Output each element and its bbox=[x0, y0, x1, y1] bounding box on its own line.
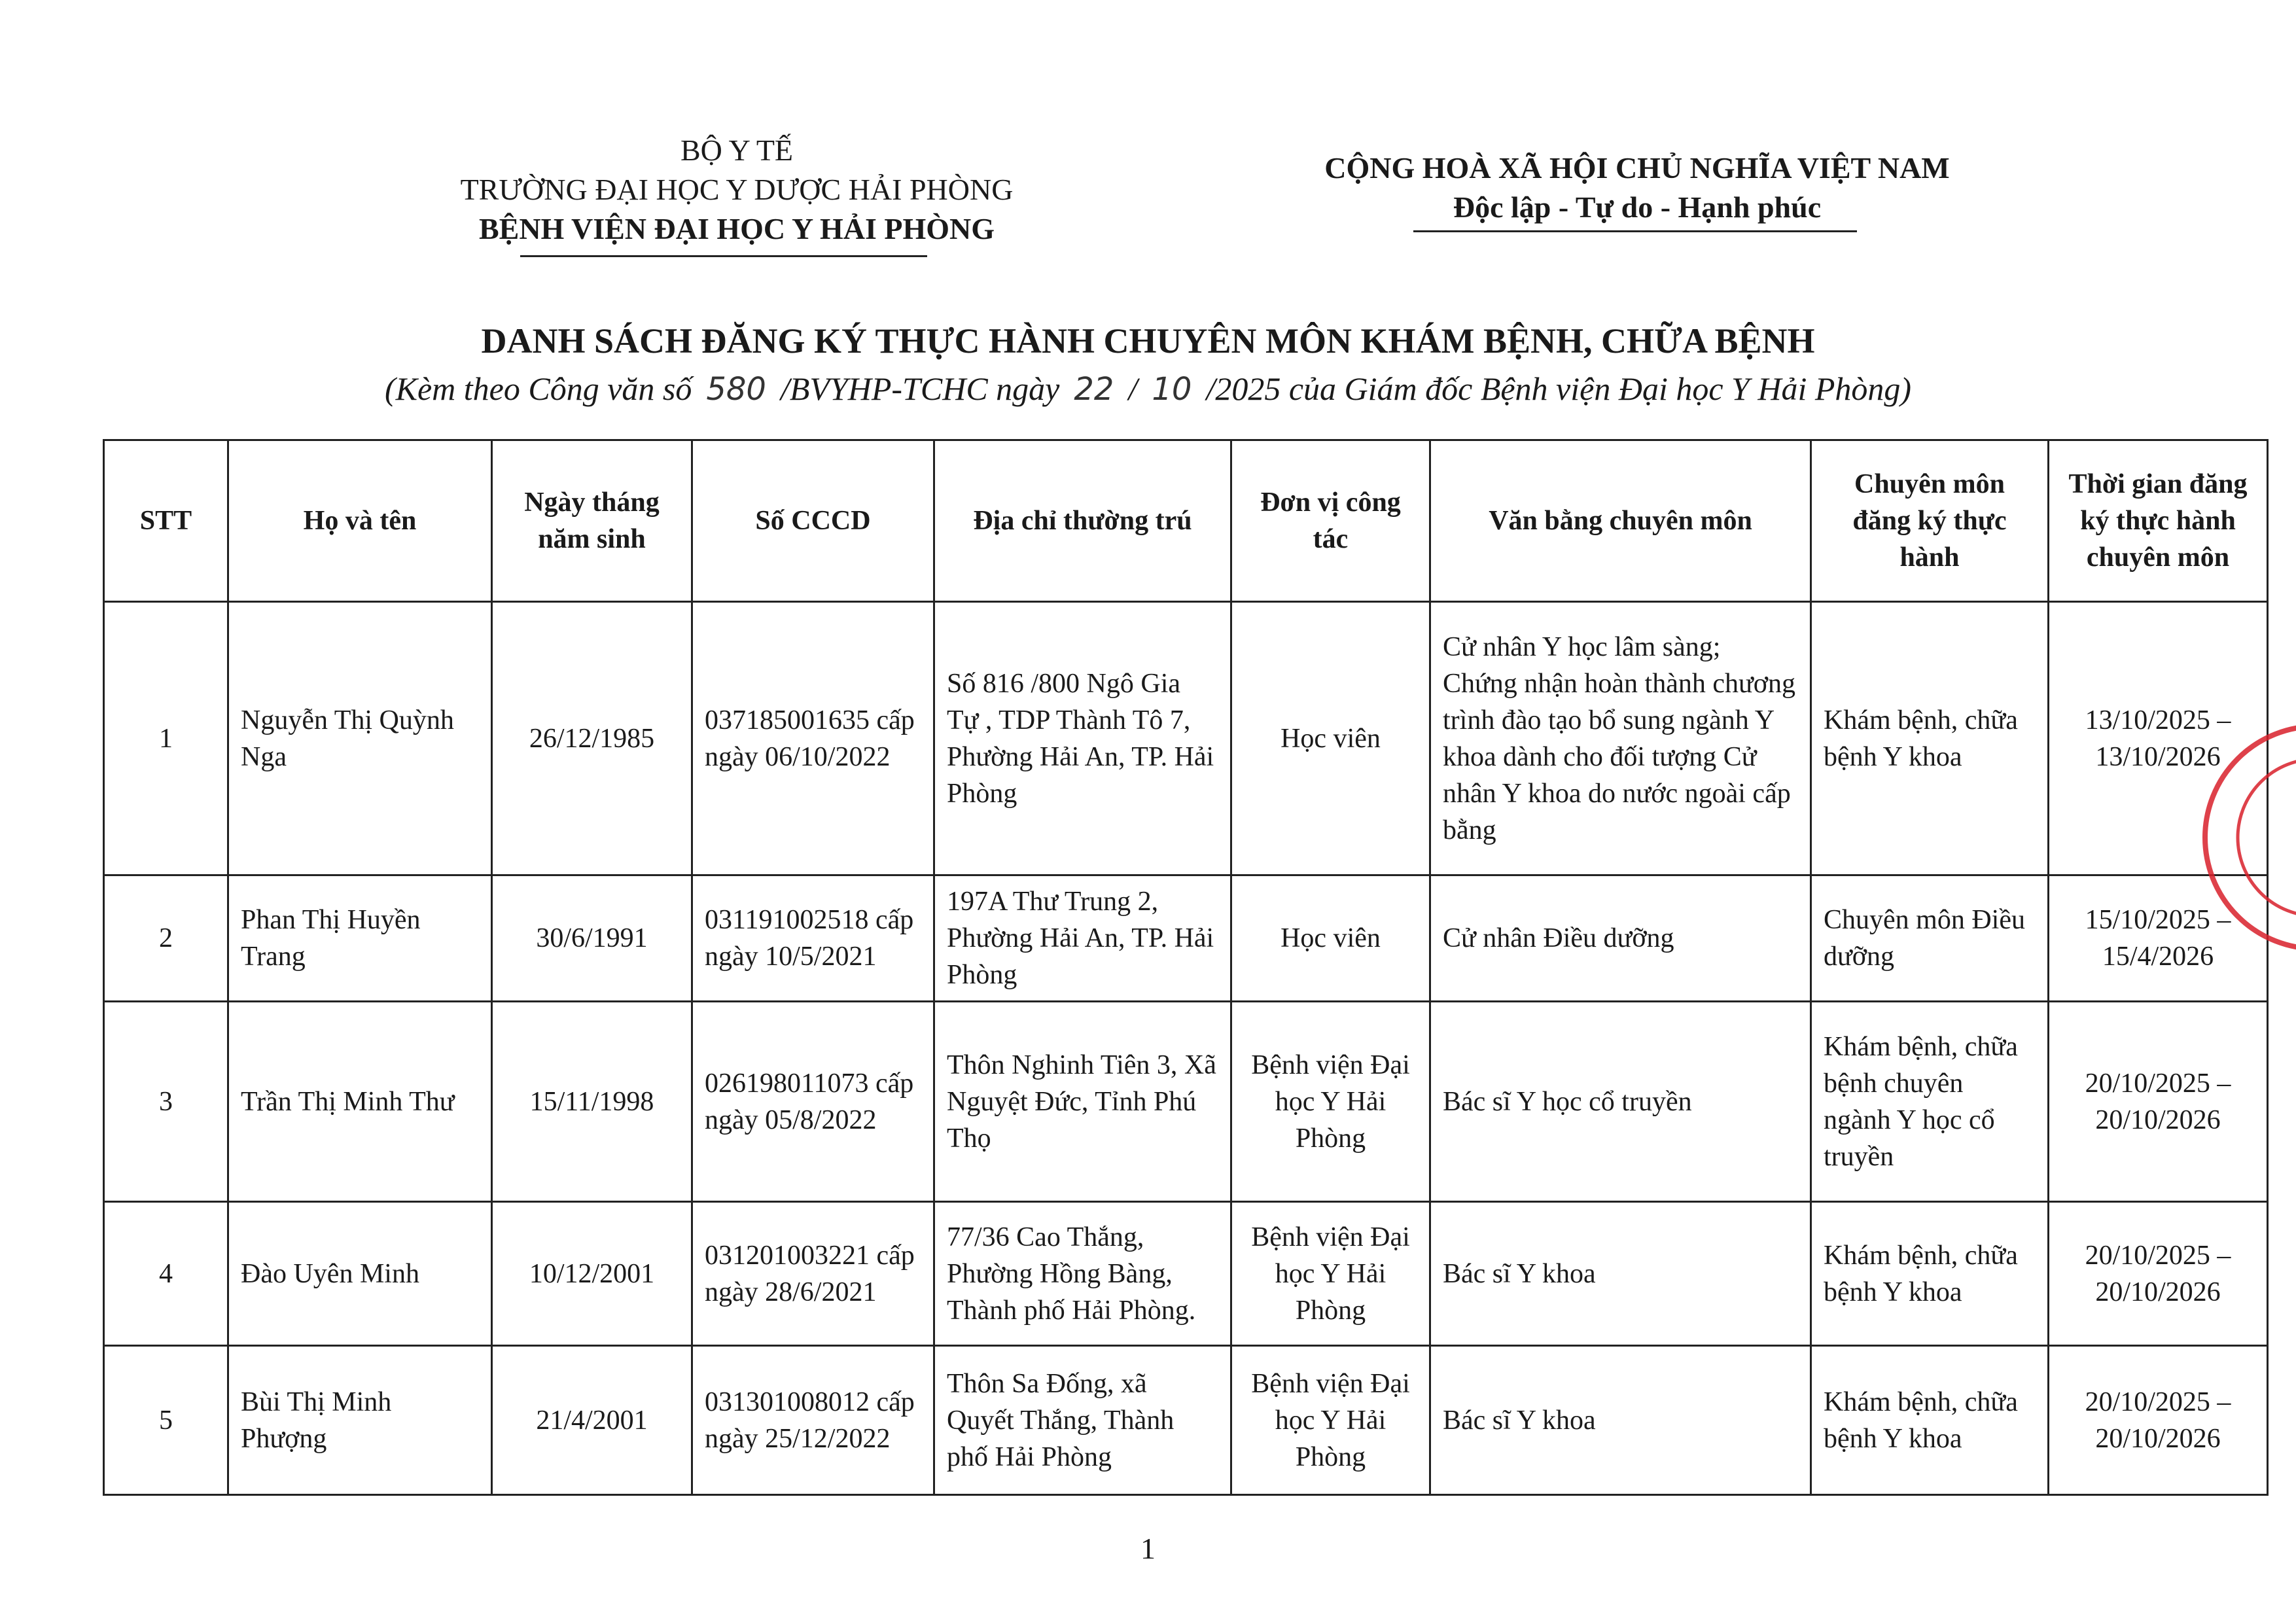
column-header: Thời gian đăng ký thực hành chuyên môn bbox=[2047, 439, 2269, 603]
table-cell: Cử nhân Y học lâm sàng; Chứng nhận hoàn … bbox=[1429, 601, 1812, 876]
table-cell: Trần Thị Minh Thư bbox=[227, 1000, 493, 1203]
table-cell: Học viên bbox=[1230, 601, 1431, 876]
table-cell: Bệnh viện Đại học Y Hải Phòng bbox=[1230, 1000, 1431, 1203]
table-cell: Bùi Thị Minh Phượng bbox=[227, 1345, 493, 1496]
table-cell: 15/10/2025 – 15/4/2026 bbox=[2047, 874, 2269, 1002]
subtitle-text: (Kèm theo Công văn số bbox=[384, 370, 692, 407]
table-cell: Nguyễn Thị Quỳnh Nga bbox=[227, 601, 493, 876]
column-header: Đơn vị công tác bbox=[1230, 439, 1431, 603]
table-row: 2 Phan Thị Huyền Trang 30/6/1991 0311910025… bbox=[103, 874, 2269, 1002]
handwritten-month: 10 bbox=[1152, 371, 1192, 408]
table-cell: 037185001635 cấp ngày 06/10/2022 bbox=[691, 601, 935, 876]
table-cell: Bác sĩ Y khoa bbox=[1429, 1201, 1812, 1347]
table-cell: Học viên bbox=[1230, 874, 1431, 1002]
table-cell: 1 bbox=[103, 601, 229, 876]
table-cell: 26/12/1985 bbox=[491, 601, 693, 876]
table-cell: Khám bệnh, chữa bệnh Y khoa bbox=[1810, 1345, 2049, 1496]
table-cell: 20/10/2025 – 20/10/2026 bbox=[2047, 1201, 2269, 1347]
subtitle-text: /2025 của Giám đốc Bệnh viện Đại học Y H… bbox=[1206, 370, 1912, 407]
subtitle-text: / bbox=[1128, 370, 1138, 407]
subtitle-text: /BVYHP-TCHC ngày bbox=[780, 370, 1060, 407]
university: TRƯỜNG ĐẠI HỌC Y DƯỢC HẢI PHÒNG bbox=[460, 173, 1014, 206]
document-title: DANH SÁCH ĐĂNG KÝ THỰC HÀNH CHUYÊN MÔN K… bbox=[481, 321, 1815, 361]
motto: Độc lập - Tự do - Hạnh phúc bbox=[1453, 190, 1822, 224]
table-cell: Đào Uyên Minh bbox=[227, 1201, 493, 1347]
column-header: Số CCCD bbox=[691, 439, 935, 603]
table-cell: Thôn Nghinh Tiên 3, Xã Nguyệt Đức, Tỉnh … bbox=[933, 1000, 1232, 1203]
table-cell: 21/4/2001 bbox=[491, 1345, 693, 1496]
table-cell: 20/10/2025 – 20/10/2026 bbox=[2047, 1000, 2269, 1203]
table-cell: Bác sĩ Y học cổ truyền bbox=[1429, 1000, 1812, 1203]
column-header: STT bbox=[103, 439, 229, 603]
column-header: Họ và tên bbox=[227, 439, 493, 603]
handwritten-day: 22 bbox=[1074, 371, 1114, 408]
table-cell: Khám bệnh, chữa bệnh Y khoa bbox=[1810, 601, 2049, 876]
table-cell: 20/10/2025 – 20/10/2026 bbox=[2047, 1345, 2269, 1496]
table-cell: 026198011073 cấp ngày 05/8/2022 bbox=[691, 1000, 935, 1203]
table-cell: Khám bệnh, chữa bệnh Y khoa bbox=[1810, 1201, 2049, 1347]
column-header: Địa chỉ thường trú bbox=[933, 439, 1232, 603]
table-cell: 3 bbox=[103, 1000, 229, 1203]
divider bbox=[520, 255, 927, 257]
table-cell: Chuyên môn Điều dưỡng bbox=[1810, 874, 2049, 1002]
table-cell: 031201003221 cấp ngày 28/6/2021 bbox=[691, 1201, 935, 1347]
table-cell: 2 bbox=[103, 874, 229, 1002]
hospital: BỆNH VIỆN ĐẠI HỌC Y HẢI PHÒNG bbox=[478, 212, 995, 245]
table-row: 5 Bùi Thị Minh Phượng 21/4/2001 03130100801… bbox=[103, 1345, 2269, 1496]
table-cell: Số 816 /800 Ngô Gia Tự , TDP Thành Tô 7,… bbox=[933, 601, 1232, 876]
page-number: 1 bbox=[1140, 1532, 1156, 1565]
table-cell: Khám bệnh, chữa bệnh chuyên ngành Y học … bbox=[1810, 1000, 2049, 1203]
column-header: Chuyên môn đăng ký thực hành bbox=[1810, 439, 2049, 603]
column-header: Ngày tháng năm sinh bbox=[491, 439, 693, 603]
table-cell: Phan Thị Huyền Trang bbox=[227, 874, 493, 1002]
table-cell: Thôn Sa Đống, xã Quyết Thắng, Thành phố … bbox=[933, 1345, 1232, 1496]
registration-table: STT Họ và tên Ngày tháng năm sinh Số CCCD Đị… bbox=[103, 439, 2269, 1496]
table-cell: 197A Thư Trung 2, Phường Hải An, TP. Hải… bbox=[933, 874, 1232, 1002]
column-header: Văn bằng chuyên môn bbox=[1429, 439, 1812, 603]
table-cell: 15/11/1998 bbox=[491, 1000, 693, 1203]
table-cell: 77/36 Cao Thắng, Phường Hồng Bàng, Thành… bbox=[933, 1201, 1232, 1347]
table-row: 1 Nguyễn Thị Quỳnh Nga 26/12/1985 037185001… bbox=[103, 601, 2269, 876]
table-cell: 5 bbox=[103, 1345, 229, 1496]
table-cell: Bác sĩ Y khoa bbox=[1429, 1345, 1812, 1496]
table-cell: 031191002518 cấp ngày 10/5/2021 bbox=[691, 874, 935, 1002]
header-row: STT Họ và tên Ngày tháng năm sinh Số CCCD Đị… bbox=[103, 439, 2269, 603]
table-cell: Bệnh viện Đại học Y Hải Phòng bbox=[1230, 1201, 1431, 1347]
table-row: 3 Trần Thị Minh Thư 15/11/1998 026198011073… bbox=[103, 1000, 2269, 1203]
table-row: 4 Đào Uyên Minh 10/12/2001 031201003221 cấp… bbox=[103, 1201, 2269, 1347]
nation: CỘNG HOÀ XÃ HỘI CHỦ NGHĨA VIỆT NAM bbox=[1324, 151, 1950, 185]
stamp bbox=[2202, 725, 2296, 950]
table-cell: 13/10/2025 – 13/10/2026 bbox=[2047, 601, 2269, 876]
table-cell: 30/6/1991 bbox=[491, 874, 693, 1002]
ministry: BỘ Y TẾ bbox=[680, 133, 794, 167]
table-cell: Cử nhân Điều dưỡng bbox=[1429, 874, 1812, 1002]
table-cell: 10/12/2001 bbox=[491, 1201, 693, 1347]
table-cell: Bệnh viện Đại học Y Hải Phòng bbox=[1230, 1345, 1431, 1496]
divider bbox=[1413, 230, 1857, 232]
table-cell: 4 bbox=[103, 1201, 229, 1347]
handwritten-number: 580 bbox=[706, 371, 766, 408]
document-subtitle: (Kèm theo Công văn số 580/BVYHP-TCHC ngày… bbox=[0, 370, 2296, 408]
table-cell: 031301008012 cấp ngày 25/12/2022 bbox=[691, 1345, 935, 1496]
